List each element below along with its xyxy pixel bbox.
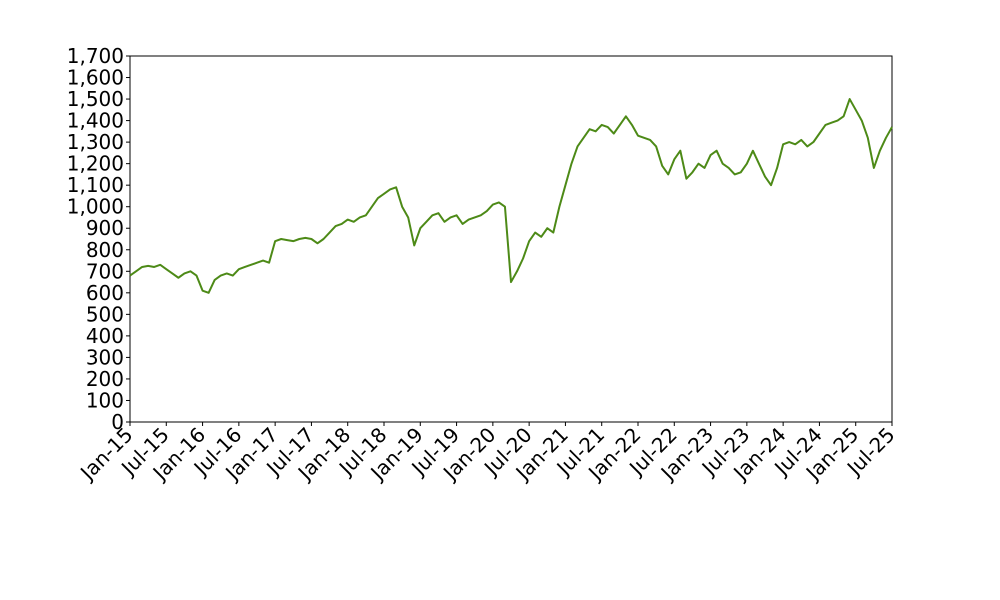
y-tick-label: 600	[86, 281, 124, 305]
y-tick-label: 1,500	[67, 87, 124, 111]
y-tick-label: 700	[86, 259, 124, 283]
y-tick-label: 1,200	[67, 152, 124, 176]
y-tick-label: 300	[86, 345, 124, 369]
y-tick-label: 1,000	[67, 195, 124, 219]
y-tick-label: 1,400	[67, 109, 124, 133]
y-tick-label: 900	[86, 216, 124, 240]
y-tick-label: 800	[86, 238, 124, 262]
y-tick-label: 1,100	[67, 173, 124, 197]
y-tick-label: 200	[86, 367, 124, 391]
y-tick-label: 0	[111, 410, 124, 434]
y-tick-label: 1,600	[67, 66, 124, 90]
y-tick-label: 500	[86, 302, 124, 326]
y-tick-label: 100	[86, 388, 124, 412]
line-series	[129, 98, 893, 294]
y-tick-label: 1,300	[67, 130, 124, 154]
plot-frame	[129, 55, 893, 423]
y-tick-label: 400	[86, 324, 124, 348]
y-tick-label: 1,700	[67, 44, 124, 68]
